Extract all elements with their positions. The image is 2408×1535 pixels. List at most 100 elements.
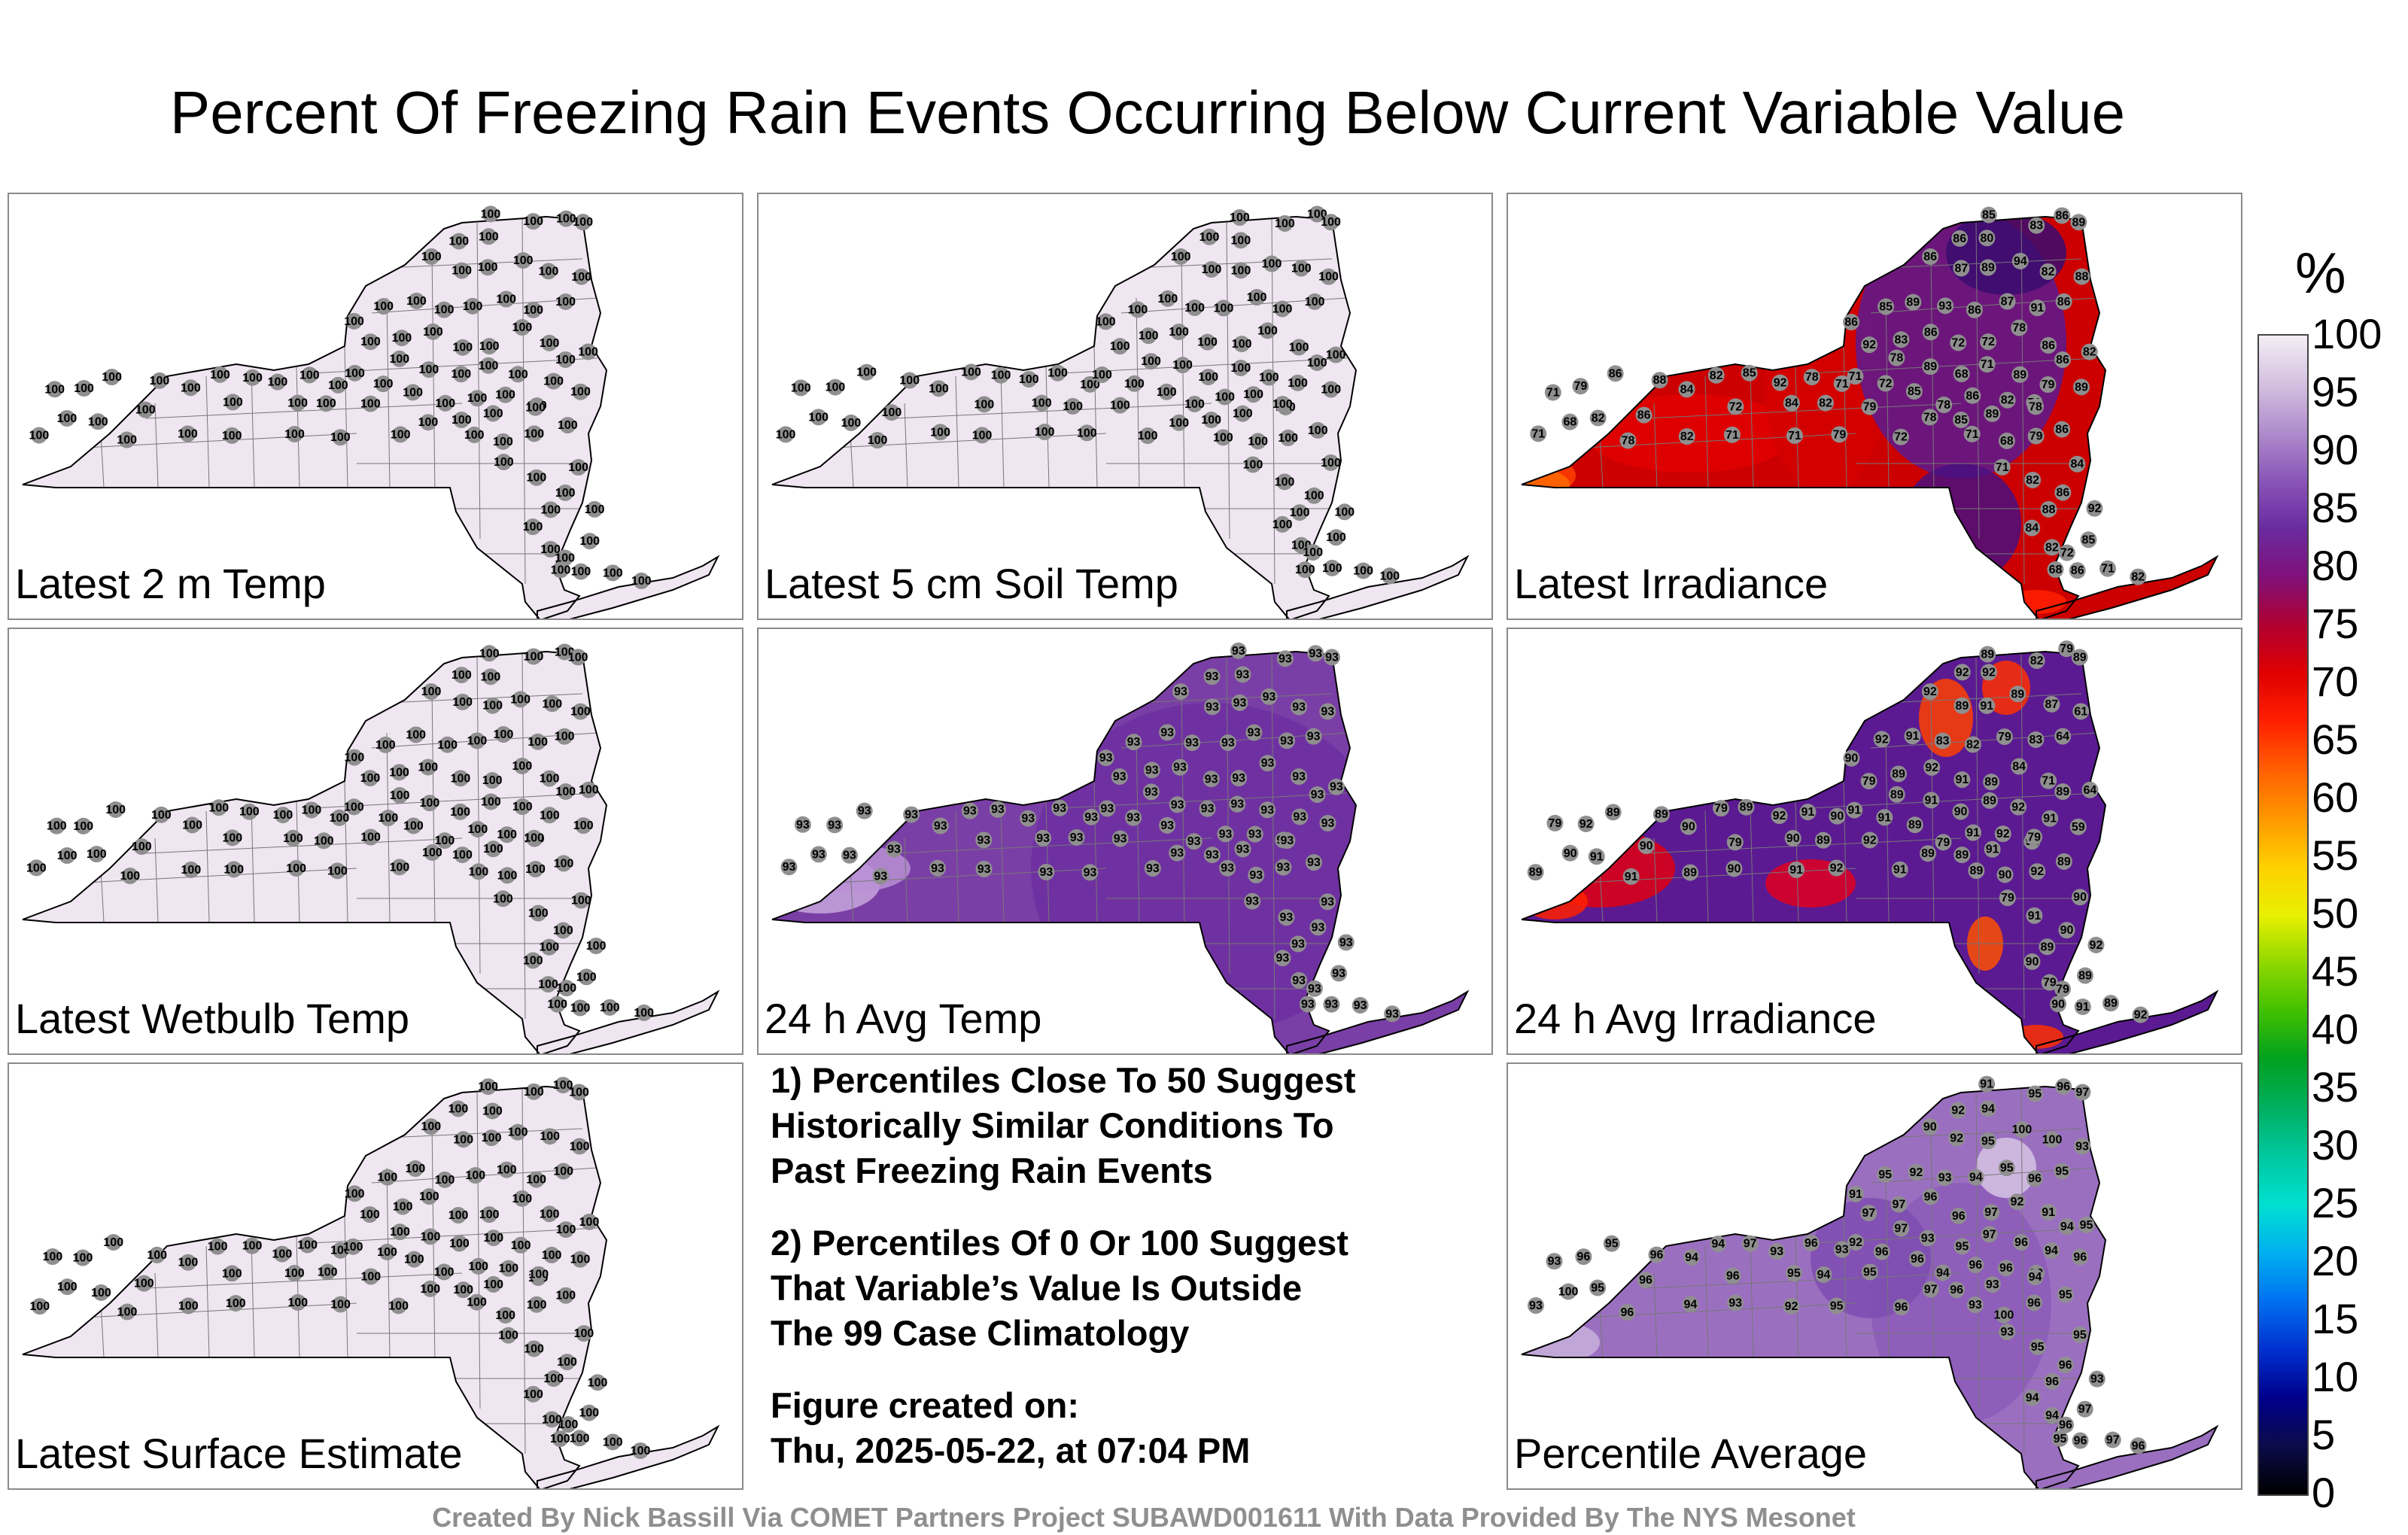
station-marker	[424, 323, 442, 340]
station-value: 71	[1966, 428, 1979, 441]
station-marker	[1682, 1296, 1699, 1313]
station-marker	[74, 817, 92, 834]
station-marker	[1274, 515, 1291, 533]
station-marker	[1234, 840, 1251, 858]
station-marker	[2074, 998, 2091, 1015]
station-value: 100	[360, 831, 381, 844]
station-marker	[485, 405, 502, 422]
station-value: 86	[1966, 390, 1979, 403]
station-value: 100	[478, 261, 498, 274]
field-background	[1522, 652, 2217, 1053]
station-value: 100	[511, 1239, 531, 1252]
station-value: 93	[1248, 828, 1262, 841]
county-boundary	[819, 868, 1107, 884]
station-marker	[1051, 799, 1069, 816]
station-value: 82	[1819, 397, 1832, 410]
station-marker	[604, 564, 622, 582]
station-marker	[2072, 889, 2089, 906]
station-value: 100	[634, 1007, 654, 1020]
station-value: 93	[1070, 831, 1084, 844]
station-value: 86	[2057, 296, 2071, 309]
station-marker	[2029, 1339, 2046, 1356]
station-value: 100	[360, 398, 381, 411]
station-marker	[1999, 293, 2016, 310]
station-marker	[1890, 1196, 1908, 1213]
station-value: 100	[29, 429, 50, 442]
note-line: 2) Percentiles Of 0 Or 100 Suggest	[771, 1223, 1348, 1263]
station-marker	[289, 1293, 306, 1311]
station-value: 97	[1862, 1207, 1875, 1220]
station-marker	[1527, 864, 1544, 881]
station-marker	[90, 413, 107, 430]
station-value: 87	[1954, 262, 1968, 275]
station-value: 100	[791, 381, 811, 394]
station-value: 78	[2029, 400, 2042, 413]
station-marker	[1980, 664, 1997, 681]
station-marker	[495, 726, 512, 743]
station-value: 100	[284, 1267, 305, 1280]
station-value: 89	[1655, 808, 1668, 821]
station-marker	[901, 372, 918, 389]
station-value: 93	[991, 804, 1005, 816]
county-boundary	[1271, 652, 1275, 1020]
county-boundary	[895, 403, 1212, 419]
station-value: 100	[178, 1257, 199, 1269]
station-marker	[1291, 768, 1308, 786]
station-marker	[1893, 428, 1910, 445]
station-marker	[1097, 749, 1114, 767]
station-marker	[528, 1296, 546, 1313]
station-marker	[524, 518, 542, 536]
station-value: 100	[1259, 372, 1279, 385]
station-value: 100	[450, 806, 470, 819]
station-value: 100	[570, 1432, 590, 1445]
station-marker	[121, 867, 138, 884]
station-marker	[1231, 694, 1248, 711]
station-marker	[2073, 378, 2090, 396]
county-boundary	[1045, 801, 1050, 923]
station-marker	[1289, 374, 1306, 391]
station-marker	[2054, 728, 2072, 745]
station-marker	[2051, 1430, 2069, 1447]
station-value: 100	[390, 789, 410, 802]
station-marker	[2044, 1131, 2061, 1148]
station-value: 100	[568, 461, 588, 474]
station-marker	[1908, 1163, 1925, 1181]
station-value: 100	[555, 354, 576, 366]
station-marker	[2099, 560, 2116, 577]
station-marker	[1786, 427, 1803, 444]
station-marker	[573, 268, 590, 285]
county-boundary	[1599, 1302, 1604, 1358]
station-value: 68	[1563, 416, 1576, 429]
station-marker	[1170, 414, 1187, 431]
station-value: 96	[1952, 1210, 1966, 1223]
station-value: 100	[538, 978, 558, 991]
station-value: 82	[2042, 266, 2055, 278]
station-value: 93	[1301, 999, 1315, 1011]
station-marker	[332, 1242, 349, 1259]
station-marker	[453, 262, 470, 279]
station-marker	[1978, 229, 1996, 247]
station-marker	[1306, 980, 1323, 997]
station-marker	[1981, 1226, 1998, 1243]
county-boundary	[1843, 345, 1847, 488]
state-outline	[22, 650, 608, 1053]
station-value: 96	[1875, 1246, 1889, 1259]
station-marker	[2026, 1170, 2044, 1187]
station-value: 93	[931, 862, 944, 875]
station-marker	[1199, 369, 1217, 386]
station-marker	[345, 1238, 362, 1255]
station-value: 100	[525, 863, 546, 876]
station-value: 100	[1077, 427, 1097, 439]
station-marker	[555, 1163, 572, 1180]
county-boundary	[476, 1092, 481, 1409]
station-marker	[1893, 1220, 1910, 1237]
station-marker	[75, 380, 93, 397]
station-marker	[1527, 1297, 1544, 1315]
station-value: 94	[1981, 1102, 1995, 1115]
station-value: 86	[1923, 251, 1937, 263]
station-marker	[2010, 798, 2027, 816]
station-marker	[883, 404, 900, 421]
county-boundary	[1644, 837, 1962, 854]
station-value: 100	[43, 1251, 63, 1263]
